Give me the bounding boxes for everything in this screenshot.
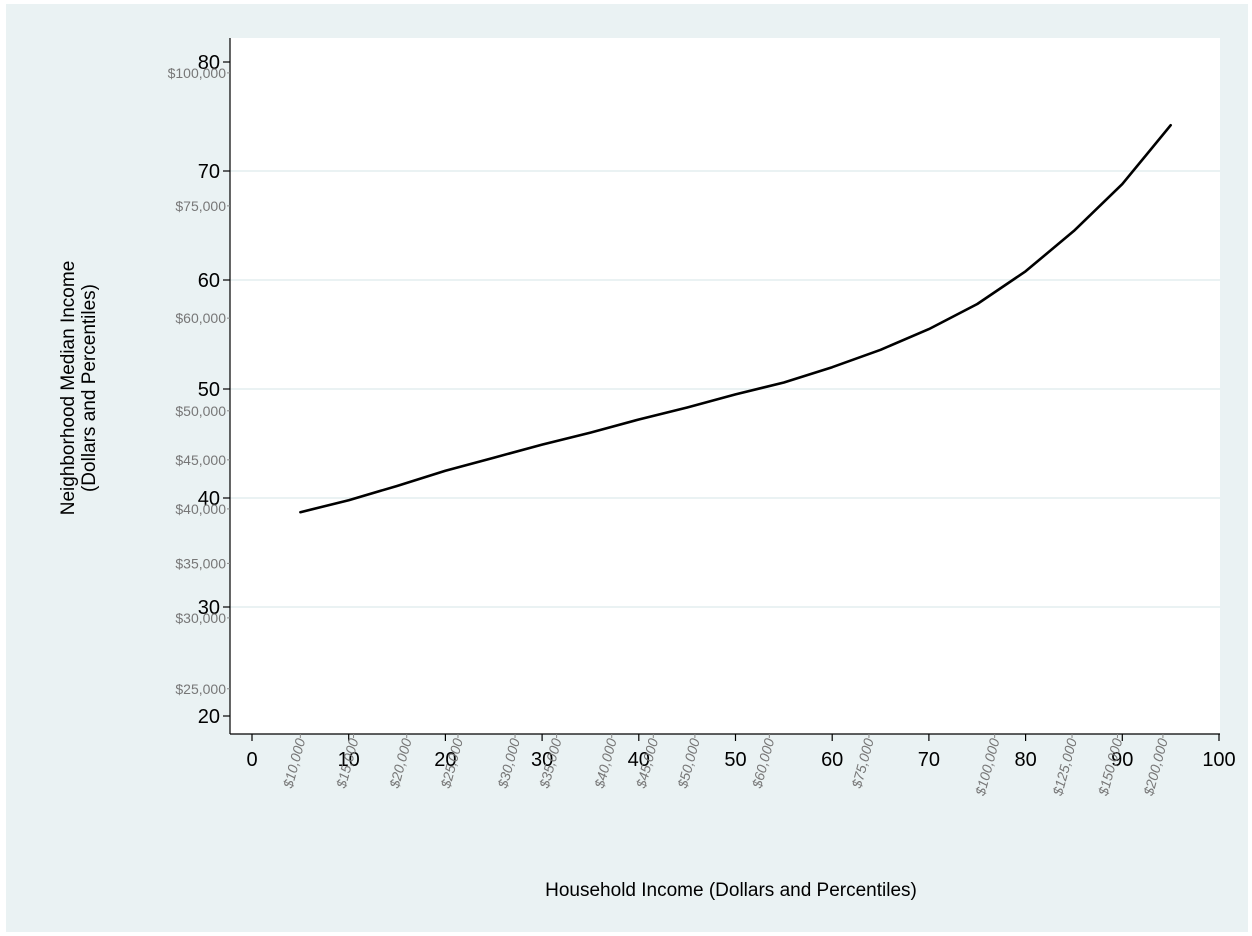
y-tick-label: 30 xyxy=(198,597,220,619)
y-dollar-tick-label: $75,000 xyxy=(175,198,226,214)
x-tick-label: 70 xyxy=(918,749,940,771)
y-dollar-tick-label: $100,000 xyxy=(168,65,227,81)
chart-frame: 20 30 40 50 60 70 80 $25,000 $30,000 $35,000 $40,0… xyxy=(6,4,1248,932)
y-dollar-tick-label: $30,000 xyxy=(175,610,226,626)
x-axis-title: Household Income (Dollars and Percentile… xyxy=(545,880,917,901)
x-dollar-tick-label: $30,000 xyxy=(494,736,523,790)
y-dollar-tick-label: $35,000 xyxy=(175,555,226,571)
x-dollar-tick-label: $40,000 xyxy=(591,736,620,790)
y-dollar-tick-label: $45,000 xyxy=(175,452,226,468)
x-tick-label: 60 xyxy=(821,749,843,771)
x-dollar-tick-label: $10,000 xyxy=(279,736,308,790)
series-line xyxy=(299,123,1172,514)
y-tick-label: 40 xyxy=(198,488,220,510)
x-tick-label: 100 xyxy=(1202,749,1235,771)
y-tick-label: 70 xyxy=(198,161,220,183)
y-dollar-tick-label: $60,000 xyxy=(175,310,226,326)
y-dollar-tick-label: $25,000 xyxy=(175,681,226,697)
y-dollar-tick-label: $40,000 xyxy=(175,501,226,517)
line-chart: 20 30 40 50 60 70 80 $25,000 $30,000 $35,000 $40,0… xyxy=(168,38,1236,798)
x-dollar-tick-label: $75,000 xyxy=(848,736,877,790)
y-tick-label: 20 xyxy=(198,706,220,728)
x-tick-label: 20 xyxy=(434,749,456,771)
x-dollar-tick-label: $60,000 xyxy=(748,736,777,790)
plot-area xyxy=(230,38,1220,734)
x-tick-label: 0 xyxy=(246,749,257,771)
x-dollar-tick-label: $125,000 xyxy=(1049,736,1080,798)
y-axis-title-line2: (Dollars and Percentiles) xyxy=(79,283,100,493)
y-tick-label: 50 xyxy=(198,379,220,401)
y-tick-label: 60 xyxy=(198,270,220,292)
x-tick-label: 30 xyxy=(531,749,553,771)
x-tick-label: 90 xyxy=(1111,749,1133,771)
y-dollar-tick-label: $50,000 xyxy=(175,403,226,419)
x-tick-label: 10 xyxy=(338,749,360,771)
x-tick-label: 40 xyxy=(628,749,650,771)
x-dollar-tick-label: $50,000 xyxy=(674,736,703,790)
x-dollar-tick-label: $20,000 xyxy=(386,736,415,790)
y-tick-label: 80 xyxy=(198,52,220,74)
y-axis-title-line1: Neighborhood Median Income xyxy=(58,260,79,516)
x-dollar-tick-label: $100,000 xyxy=(972,736,1003,798)
x-tick-label: 80 xyxy=(1014,749,1036,771)
x-tick-label: 50 xyxy=(724,749,746,771)
x-dollar-tick-label: $200,000 xyxy=(1140,736,1171,798)
